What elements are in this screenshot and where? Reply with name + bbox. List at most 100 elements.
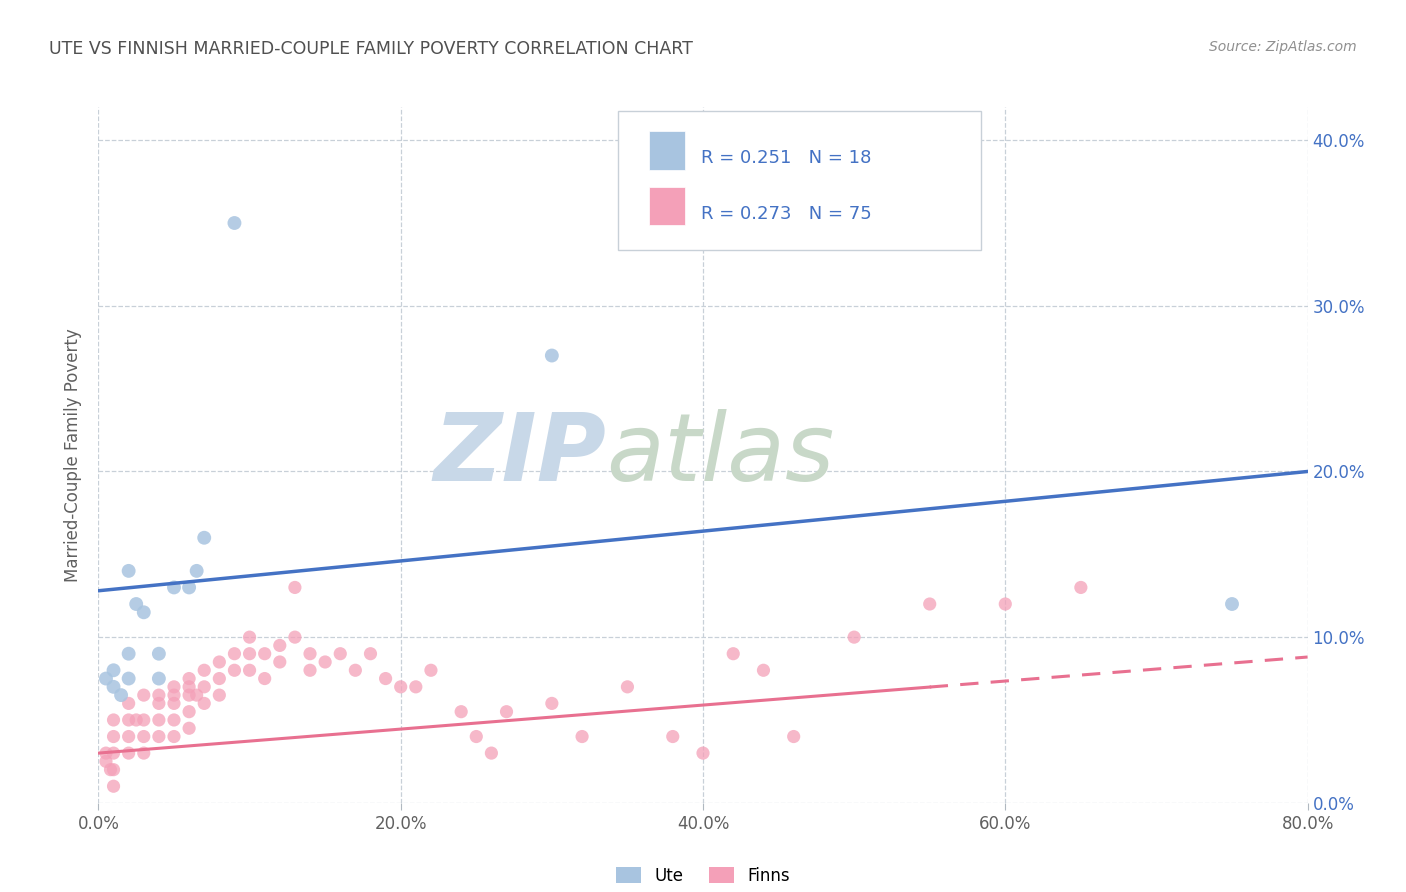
Point: [389, 680, 412, 694]
Point: [118, 730, 141, 744]
Point: [118, 746, 141, 760]
Point: [269, 639, 291, 653]
Point: [118, 564, 141, 578]
Point: [132, 605, 155, 619]
Point: [110, 688, 132, 702]
Point: [420, 663, 443, 677]
Point: [239, 630, 262, 644]
Point: [148, 697, 170, 711]
Point: [253, 672, 276, 686]
Point: [314, 655, 336, 669]
Point: [571, 730, 593, 744]
Point: [374, 672, 396, 686]
Point: [103, 730, 125, 744]
Point: [616, 680, 638, 694]
Point: [918, 597, 941, 611]
Point: [239, 663, 262, 677]
Point: [193, 663, 215, 677]
Point: [132, 746, 155, 760]
Point: [186, 564, 208, 578]
Point: [163, 581, 186, 595]
Point: [118, 713, 141, 727]
Point: [179, 581, 201, 595]
Point: [163, 713, 186, 727]
Point: [163, 697, 186, 711]
Point: [148, 688, 170, 702]
Point: [186, 688, 208, 702]
Point: [224, 663, 246, 677]
Point: [118, 697, 141, 711]
Point: [481, 746, 503, 760]
Point: [163, 688, 186, 702]
Y-axis label: Married-Couple Family Poverty: Married-Couple Family Poverty: [65, 328, 83, 582]
Point: [103, 763, 125, 777]
Point: [692, 746, 714, 760]
Point: [125, 713, 148, 727]
Point: [103, 746, 125, 760]
Point: [239, 647, 262, 661]
Point: [179, 672, 201, 686]
Point: [360, 647, 382, 661]
Point: [148, 713, 170, 727]
Text: ZIP: ZIP: [433, 409, 606, 501]
Text: Source: ZipAtlas.com: Source: ZipAtlas.com: [1209, 40, 1357, 54]
Point: [465, 730, 488, 744]
Point: [329, 647, 352, 661]
Point: [450, 705, 472, 719]
Point: [179, 721, 201, 735]
Point: [284, 581, 307, 595]
Point: [94, 746, 117, 760]
Point: [224, 647, 246, 661]
Point: [994, 597, 1017, 611]
Point: [844, 630, 866, 644]
Point: [163, 680, 186, 694]
Point: [179, 680, 201, 694]
Point: [125, 597, 148, 611]
Bar: [648, 187, 685, 226]
Point: [253, 647, 276, 661]
Point: [132, 730, 155, 744]
Point: [148, 647, 170, 661]
Point: [1070, 581, 1092, 595]
Point: [132, 688, 155, 702]
Point: [495, 705, 517, 719]
Point: [103, 680, 125, 694]
Point: [540, 349, 562, 363]
Point: [662, 730, 685, 744]
Point: [118, 672, 141, 686]
Point: [103, 779, 125, 793]
Legend: Ute, Finns: Ute, Finns: [610, 860, 796, 891]
Point: [1220, 597, 1243, 611]
Point: [193, 680, 215, 694]
Point: [723, 647, 745, 661]
Point: [299, 663, 322, 677]
Point: [179, 705, 201, 719]
Point: [208, 688, 231, 702]
Point: [100, 763, 122, 777]
Text: atlas: atlas: [606, 409, 835, 500]
Point: [284, 630, 307, 644]
Point: [163, 730, 186, 744]
Point: [193, 531, 215, 545]
Point: [299, 647, 322, 661]
Point: [148, 730, 170, 744]
Point: [118, 647, 141, 661]
Text: R = 0.251   N = 18: R = 0.251 N = 18: [700, 150, 870, 168]
Point: [224, 216, 246, 230]
Point: [540, 697, 562, 711]
Point: [103, 663, 125, 677]
Point: [344, 663, 367, 677]
Text: R = 0.273   N = 75: R = 0.273 N = 75: [700, 205, 872, 223]
Point: [148, 672, 170, 686]
Point: [208, 655, 231, 669]
Point: [269, 655, 291, 669]
Text: UTE VS FINNISH MARRIED-COUPLE FAMILY POVERTY CORRELATION CHART: UTE VS FINNISH MARRIED-COUPLE FAMILY POV…: [49, 40, 693, 58]
Point: [132, 713, 155, 727]
Point: [94, 672, 117, 686]
Point: [193, 697, 215, 711]
Point: [94, 755, 117, 769]
FancyBboxPatch shape: [619, 111, 981, 250]
Point: [103, 713, 125, 727]
Point: [783, 730, 806, 744]
Point: [752, 663, 775, 677]
